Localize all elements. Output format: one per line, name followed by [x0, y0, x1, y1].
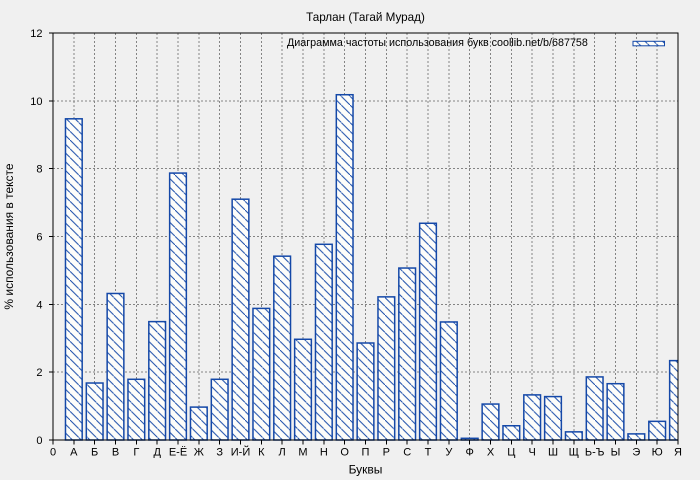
- svg-text:Тарлан (Тагай Мурад): Тарлан (Тагай Мурад): [306, 11, 425, 24]
- svg-text:С: С: [403, 447, 411, 459]
- svg-text:Ф: Ф: [465, 447, 473, 459]
- svg-text:10: 10: [30, 96, 42, 108]
- svg-text:Л: Л: [279, 447, 286, 459]
- svg-text:4: 4: [36, 299, 42, 311]
- svg-text:0: 0: [50, 447, 56, 459]
- svg-text:Д: Д: [153, 447, 161, 459]
- svg-text:З: З: [216, 447, 223, 459]
- svg-text:В: В: [112, 447, 119, 459]
- svg-text:Т: Т: [425, 447, 432, 459]
- svg-text:Н: Н: [320, 447, 328, 459]
- svg-text:Е-Ё: Е-Ё: [169, 447, 187, 459]
- svg-text:М: М: [298, 447, 307, 459]
- svg-text:Ш: Ш: [548, 447, 558, 459]
- svg-text:0: 0: [36, 435, 42, 447]
- svg-text:Ц: Ц: [507, 447, 515, 459]
- svg-text:Б: Б: [91, 447, 98, 459]
- svg-text:Я: Я: [674, 447, 682, 459]
- svg-text:А: А: [70, 447, 78, 459]
- svg-text:Ы: Ы: [611, 447, 621, 459]
- svg-text:К: К: [258, 447, 265, 459]
- svg-text:% использования в тексте: % использования в тексте: [2, 163, 16, 309]
- svg-text:2: 2: [36, 367, 42, 379]
- svg-text:Э: Э: [632, 447, 640, 459]
- svg-text:П: П: [362, 447, 370, 459]
- svg-text:Х: Х: [487, 447, 495, 459]
- svg-text:У: У: [445, 447, 453, 459]
- svg-text:Ч: Ч: [528, 447, 535, 459]
- svg-text:Ь-Ъ: Ь-Ъ: [585, 447, 605, 459]
- svg-text:Буквы: Буквы: [349, 463, 383, 477]
- svg-text:Ю: Ю: [652, 447, 663, 459]
- svg-text:Р: Р: [383, 447, 390, 459]
- svg-text:Щ: Щ: [569, 447, 579, 459]
- svg-text:Диаграмма частоты использовани: Диаграмма частоты использования букв coo…: [287, 37, 588, 49]
- svg-text:Г: Г: [133, 447, 139, 459]
- svg-text:12: 12: [30, 28, 42, 40]
- svg-text:Ж: Ж: [194, 447, 204, 459]
- svg-text:И-Й: И-Й: [231, 446, 250, 459]
- svg-text:6: 6: [36, 232, 42, 244]
- svg-text:8: 8: [36, 164, 42, 176]
- svg-text:О: О: [340, 447, 349, 459]
